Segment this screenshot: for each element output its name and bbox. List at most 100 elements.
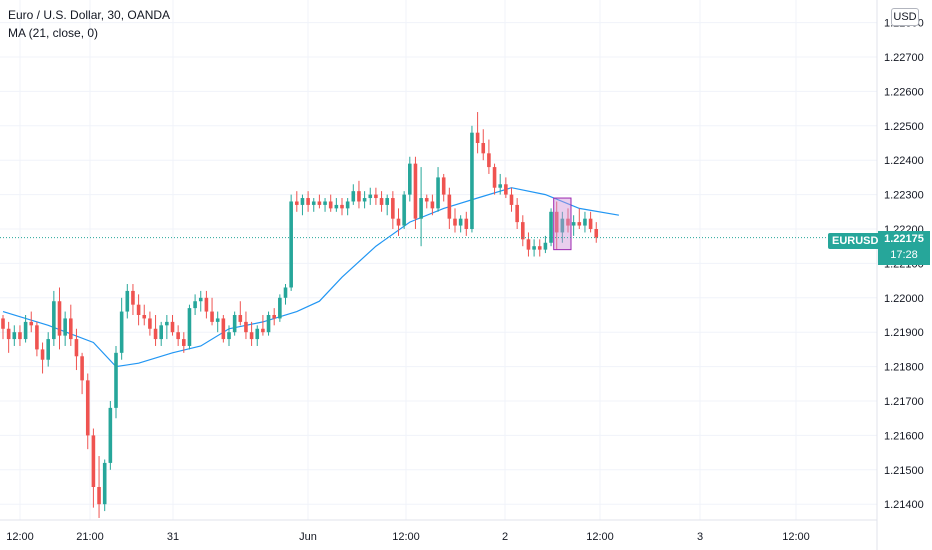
candle-body	[187, 308, 192, 346]
candle-body	[492, 167, 497, 188]
candle-body	[588, 218, 593, 229]
x-tick-label: 12:00	[392, 531, 420, 543]
candle-body	[29, 321, 34, 326]
y-tick-label: 1.21900	[884, 327, 924, 339]
candle-body	[63, 318, 67, 336]
candle-body	[114, 352, 118, 408]
candle-body	[244, 321, 248, 333]
candle-body	[515, 204, 519, 223]
candle-body	[311, 201, 316, 205]
candle-body	[306, 198, 310, 205]
currency-button[interactable]: USD	[891, 8, 919, 26]
candle-body	[125, 290, 130, 312]
candle-body	[323, 201, 327, 205]
candle-body	[436, 177, 440, 209]
candle-body	[278, 297, 282, 319]
candle-body	[227, 332, 231, 340]
candle-body	[447, 194, 452, 219]
y-tick-label: 1.21600	[884, 430, 924, 442]
x-tick-label: 2	[502, 531, 508, 543]
candle-body	[470, 132, 474, 229]
candle-body	[57, 301, 62, 336]
symbol-price-tag: EURUSD	[828, 233, 883, 249]
y-tick-label: 1.21400	[884, 499, 924, 511]
candle-body	[571, 222, 576, 226]
candle-body	[424, 198, 429, 202]
candle-body	[357, 191, 361, 202]
candle-body	[238, 315, 243, 322]
chart-legend: Euro / U.S. Dollar, 30, OANDA MA (21, cl…	[8, 6, 170, 42]
candle-body	[119, 311, 124, 353]
candle-body	[108, 407, 113, 463]
candle-body	[40, 349, 45, 360]
last-price: 1.22175	[884, 233, 924, 245]
candle-body	[509, 194, 514, 205]
candle-body	[374, 194, 378, 199]
candle-body	[504, 184, 508, 195]
candle-body	[35, 325, 39, 350]
indicator-label[interactable]: MA (21, close, 0)	[8, 26, 99, 40]
candle-body	[23, 321, 28, 340]
candle-body	[543, 242, 548, 250]
candle-body	[481, 143, 486, 154]
candle-body	[97, 487, 101, 505]
y-tick-label: 1.22400	[884, 155, 924, 167]
x-tick-label: 12:00	[782, 531, 810, 543]
candle-body	[136, 304, 141, 315]
candle-body	[18, 332, 22, 340]
candle-body	[272, 315, 276, 319]
candle-body	[554, 211, 559, 233]
highlight-box	[553, 197, 572, 251]
candle-body	[153, 328, 158, 340]
candle-body	[453, 218, 457, 226]
candle-body	[345, 201, 350, 209]
candle-body	[577, 222, 582, 226]
candle-body	[408, 163, 412, 195]
candle-body	[526, 239, 531, 250]
candle-body	[69, 318, 73, 340]
candle-body	[385, 198, 389, 205]
candle-body	[261, 328, 265, 333]
candle-body	[368, 194, 373, 199]
candle-body	[131, 290, 135, 305]
candle-body	[142, 315, 147, 319]
candle-body	[249, 332, 254, 340]
candle-body	[165, 321, 169, 326]
candle-body	[441, 177, 446, 195]
candle-body	[317, 201, 322, 205]
candle-body	[379, 198, 384, 205]
candle-body	[487, 153, 491, 168]
grid	[0, 0, 877, 520]
candle-body	[6, 328, 11, 340]
candle-body	[566, 218, 570, 226]
candle-body	[102, 462, 107, 505]
candle-body	[170, 321, 175, 333]
candle-body	[396, 218, 401, 226]
x-tick-label: 3	[697, 531, 703, 543]
last-price-label: 1.22175 17:28	[878, 231, 930, 265]
candle-body	[475, 132, 480, 143]
candle-body	[1, 318, 5, 329]
bar-countdown: 17:28	[890, 249, 918, 261]
candle-body	[283, 287, 288, 298]
candle-body	[362, 198, 367, 202]
candle-body	[266, 315, 271, 333]
candle-body	[221, 318, 226, 340]
candle-body	[215, 318, 220, 322]
y-tick-label: 1.22000	[884, 293, 924, 305]
candle-body	[458, 218, 463, 226]
candle-body	[182, 339, 186, 346]
y-tick-label: 1.22300	[884, 190, 924, 202]
candle-body	[583, 218, 587, 226]
candle-body	[210, 311, 214, 322]
y-tick-label: 1.21800	[884, 362, 924, 374]
candle-body	[413, 163, 418, 219]
candle-body	[402, 194, 406, 226]
symbol-title[interactable]: Euro / U.S. Dollar, 30, OANDA	[8, 8, 171, 22]
x-tick-label: 12:00	[586, 531, 614, 543]
candle-body	[560, 218, 565, 233]
candle-body	[464, 218, 469, 229]
x-tick-label: 31	[167, 531, 179, 543]
